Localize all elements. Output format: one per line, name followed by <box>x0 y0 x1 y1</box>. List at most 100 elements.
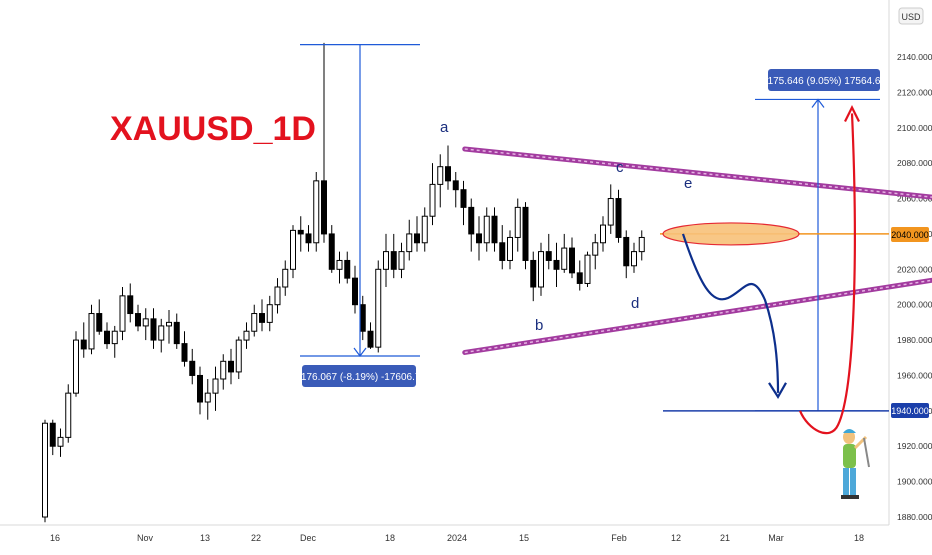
currency-label: USD <box>901 12 921 22</box>
candle-body <box>181 343 188 362</box>
triangle-lower-line-inner <box>464 279 932 354</box>
candle-body <box>429 183 436 217</box>
candle-body <box>514 206 521 238</box>
candle-body <box>259 313 265 323</box>
candle-body <box>406 233 413 253</box>
candle-body <box>522 206 529 261</box>
candle-body <box>476 233 482 244</box>
x-tick-label: 18 <box>854 533 864 543</box>
candle-body <box>189 360 196 376</box>
candle-body <box>297 229 304 235</box>
y-tick-label: 2080.000 <box>897 158 932 168</box>
x-tick-label: 21 <box>720 533 730 543</box>
y-tick-label: 2060.000 <box>897 194 932 204</box>
candle-body <box>545 251 552 261</box>
candle-body <box>96 313 103 332</box>
candle-body <box>251 313 258 332</box>
y-tick-label: 1960.000 <box>897 370 932 380</box>
candle-body <box>313 180 320 244</box>
candle-body <box>553 259 560 270</box>
candle-body <box>499 242 506 261</box>
candle-body <box>104 330 110 345</box>
golfer-icon <box>841 429 870 499</box>
wave-label-c: c <box>616 159 624 176</box>
candle-body <box>414 233 420 244</box>
projected-path-down-arrow <box>768 382 787 399</box>
candle-body <box>235 339 242 373</box>
target-price-label: 1940.000 <box>891 406 929 416</box>
candle-body <box>398 251 405 270</box>
candle-body <box>111 330 118 345</box>
candle-body <box>615 198 622 238</box>
y-tick-label: 2120.000 <box>897 87 932 97</box>
wave-label-d: d <box>631 295 639 312</box>
currency-badge[interactable] <box>898 7 924 25</box>
candle-body <box>507 236 513 261</box>
x-tick-label: 16 <box>50 533 60 543</box>
candle-body <box>127 295 134 315</box>
y-tick-label: 1980.000 <box>897 335 932 345</box>
candle-body <box>212 378 219 394</box>
measure-up-label: 175.646 (9.05%) 17564.6 <box>768 76 881 87</box>
candle-body <box>173 321 180 345</box>
candle-body <box>80 339 87 350</box>
candle-body <box>65 392 72 438</box>
candle-body <box>576 272 583 284</box>
y-tick-label: 2100.000 <box>897 123 932 133</box>
candle-body <box>483 215 490 244</box>
x-tick-label: Feb <box>611 533 627 543</box>
breakout-ellipse <box>662 222 800 246</box>
x-tick-label: 22 <box>251 533 261 543</box>
candle-body <box>491 215 498 244</box>
current-price-label: 2040.000 <box>891 230 929 240</box>
projected-path-up <box>798 113 856 435</box>
y-tick-label: 2000.000 <box>897 300 932 310</box>
time-axis[interactable]: 16 Nov 13 22 Dec 18 2024 15 Feb 12 21 Mar 18 <box>50 533 864 543</box>
candle-body <box>321 180 327 235</box>
candle-body <box>375 268 382 348</box>
y-tick-label: 1920.000 <box>897 441 932 451</box>
candle-body <box>383 251 389 270</box>
candle-body <box>135 313 141 327</box>
candle-body <box>600 224 606 244</box>
candle-body <box>468 206 475 235</box>
candle-body <box>204 392 211 403</box>
candle-body <box>57 436 64 447</box>
candle-body <box>390 251 397 270</box>
x-tick-label: 13 <box>200 533 210 543</box>
chart-title: XAUUSD_1D <box>110 110 316 148</box>
candle-body <box>274 286 281 306</box>
candle-body <box>592 242 599 256</box>
x-tick-label: 2024 <box>447 533 467 543</box>
candle-body <box>290 229 296 270</box>
candle-body <box>88 313 95 350</box>
measure-down-box <box>302 365 416 387</box>
projected-path-up-arrow <box>844 105 860 122</box>
projected-path-down <box>681 233 780 393</box>
measure-down-label: -176.067 (-8.19%) -17606.7 <box>298 372 421 383</box>
candle-body <box>607 198 614 226</box>
drawing-overlays <box>300 44 932 435</box>
x-tick-label: Mar <box>768 533 784 543</box>
candle-body <box>73 339 79 394</box>
y-tick-label: 2020.000 <box>897 264 932 274</box>
current-price-tag <box>891 227 929 242</box>
candle-body <box>437 166 444 185</box>
candle-body <box>538 251 544 288</box>
candle-body <box>150 318 157 341</box>
wave-label-a: a <box>440 119 449 136</box>
x-tick-label: 18 <box>385 533 395 543</box>
candle-body <box>569 247 575 274</box>
candle-body <box>638 236 645 253</box>
x-tick-label: Dec <box>300 533 317 543</box>
candle-body <box>421 215 428 244</box>
triangle-upper-line-inner <box>464 148 932 198</box>
candle-body <box>243 330 250 341</box>
candle-body <box>220 360 227 380</box>
candle-body <box>460 189 467 208</box>
candle-body <box>142 318 149 327</box>
y-tick-label: 1880.000 <box>897 512 932 522</box>
candle-body <box>445 166 451 182</box>
candle-body <box>305 233 312 244</box>
